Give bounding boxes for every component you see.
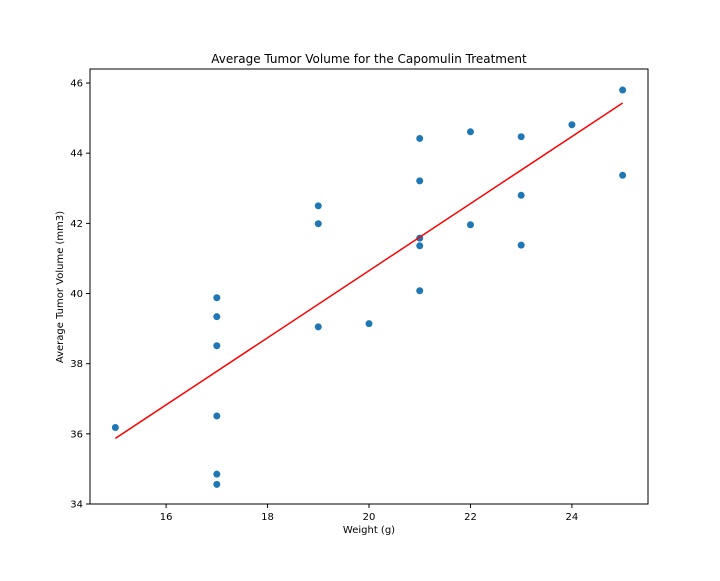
data-point [213,412,221,420]
data-point [314,202,322,210]
data-point [416,242,424,250]
y-tick-label: 34 [70,500,83,511]
data-point [213,480,221,488]
data-point [365,320,373,328]
y-tick-label: 36 [70,429,83,440]
data-point [111,424,119,432]
x-tick-label: 22 [464,512,477,523]
data-point [314,323,322,331]
x-tick-label: 24 [566,512,579,523]
regression-line [114,102,624,440]
data-point [314,220,322,228]
data-point [416,287,424,295]
data-point [416,177,424,185]
x-tick-label: 18 [261,512,274,523]
data-point [517,241,525,249]
y-tick-label: 38 [70,359,83,370]
data-point [466,128,474,136]
x-tick-label: 20 [363,512,376,523]
data-point [213,313,221,321]
y-axis-label: Average Tumor Volume (mm3) [55,211,66,363]
y-tick-label: 40 [70,289,83,300]
data-point [568,121,576,129]
data-point [517,191,525,199]
data-point [213,470,221,478]
data-point [213,294,221,302]
x-tick-label: 16 [160,512,173,523]
data-point [213,342,221,350]
data-point [416,134,424,142]
plot-frame [89,68,649,505]
data-point [466,221,474,229]
data-point [517,133,525,141]
data-marks [111,86,627,488]
y-tick-label: 46 [70,79,83,90]
x-axis-label: Weight (g) [343,525,395,536]
y-tick-label: 42 [70,219,83,230]
chart-title: Average Tumor Volume for the Capomulin T… [211,52,527,66]
data-point [619,171,627,179]
y-tick-label: 44 [70,149,83,160]
axis-ticks: 16 18 20 22 24 34 36 38 40 42 44 46 [70,79,578,523]
data-point [619,86,627,94]
